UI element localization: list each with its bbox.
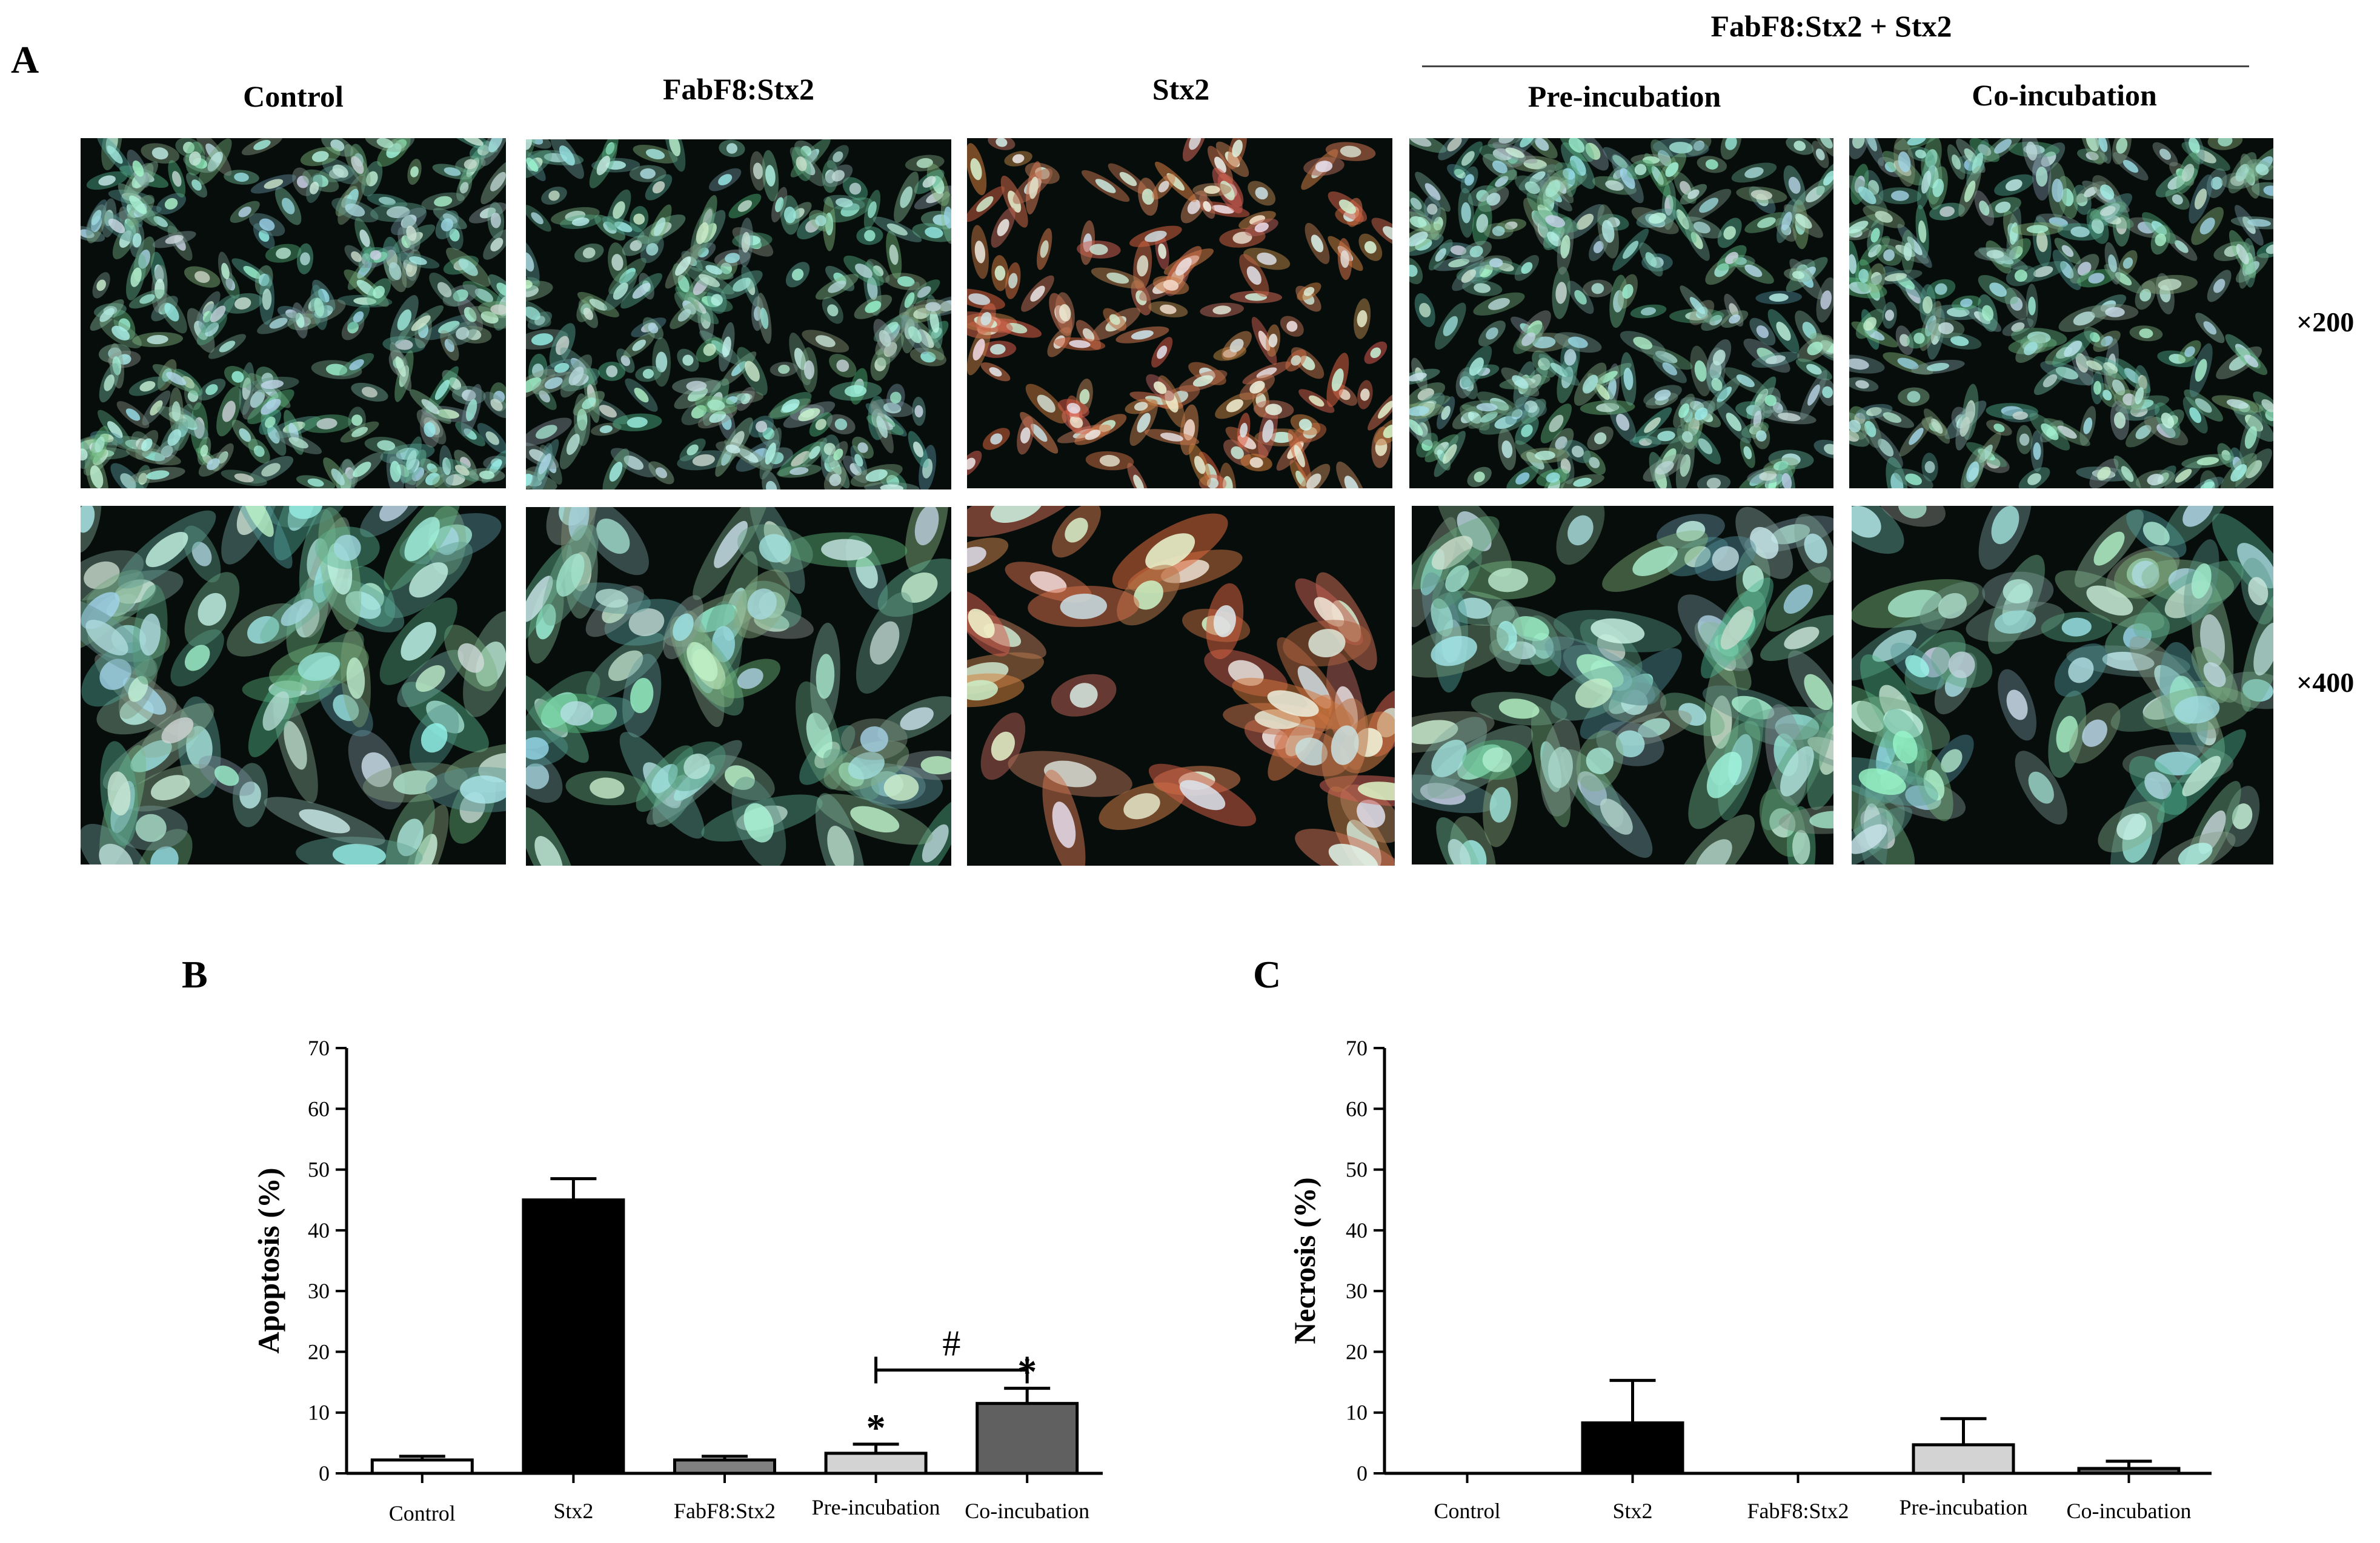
bar: [673, 1458, 776, 1475]
bar: [824, 1452, 928, 1475]
panel-b-letter: B: [182, 953, 208, 996]
category-label: Co-incubation: [965, 1499, 1089, 1523]
category-label: FabF8:Stx2: [1747, 1499, 1849, 1523]
micrograph-stx2-400x: [967, 506, 1395, 866]
column-title-control: Control: [243, 79, 344, 113]
y-axis-label: Necrosis (%): [1288, 1177, 1321, 1344]
y-tick-label: 70: [308, 1036, 330, 1060]
column-title-pre-incubation: Pre-incubation: [1527, 79, 1721, 113]
y-tick-label: 10: [308, 1401, 330, 1425]
y-tick-label: 60: [308, 1097, 330, 1121]
y-tick-label: 10: [1346, 1401, 1368, 1425]
column-title-fabf8: FabF8:Stx2: [663, 72, 814, 106]
category-label: FabF8:Stx2: [674, 1499, 776, 1523]
significance-star: *: [866, 1406, 886, 1449]
y-tick-label: 0: [1357, 1461, 1368, 1485]
necrosis-chart-svg: 0 10 20 30 40 50 60 70 Necrosis (%) Control Stx2 Fa…: [1288, 1036, 2212, 1523]
bar: [370, 1458, 474, 1475]
bar: [522, 1198, 625, 1475]
category-label: Co-incubation: [2067, 1499, 2192, 1523]
micrograph-co-incubation-400x: [1852, 506, 2273, 864]
bar: [2077, 1467, 2181, 1475]
panel-c-letter: C: [1253, 953, 1281, 996]
y-tick-label: 0: [319, 1461, 330, 1485]
bar: [1912, 1443, 2015, 1475]
category-label: Stx2: [1612, 1499, 1652, 1523]
panel-a-letter: A: [11, 38, 39, 81]
apoptosis-chart-svg: 0 10 20 30 40 50 60 70 Apoptosis (%) Control Stx2 F…: [251, 1036, 1103, 1525]
y-tick-label: 30: [308, 1279, 330, 1303]
micrograph-control-400x: [81, 506, 506, 864]
bar: [976, 1402, 1079, 1475]
y-tick-label: 50: [308, 1158, 330, 1182]
y-tick-label: 20: [308, 1339, 330, 1364]
category-label: Pre-incubation: [812, 1495, 940, 1519]
bar: [1581, 1421, 1684, 1475]
micrograph-fabf8-400x: [526, 507, 951, 866]
column-title-stx2: Stx2: [1152, 72, 1210, 106]
magnification-label-400: ×400: [2296, 667, 2355, 698]
y-tick-label: 60: [1346, 1097, 1368, 1121]
y-axis-label: Apoptosis (%): [251, 1168, 285, 1354]
y-tick-label: 20: [1346, 1339, 1368, 1364]
micrograph-fabf8-200x: [526, 139, 951, 489]
micrograph-co-incubation-200x: [1849, 138, 2273, 488]
y-tick-label: 40: [308, 1218, 330, 1243]
y-tick-label: 50: [1346, 1158, 1368, 1182]
y-tick-label: 30: [1346, 1279, 1368, 1303]
category-label: Control: [389, 1501, 456, 1525]
apoptosis-chart: 0 10 20 30 40 50 60 70 Apoptosis (%) Control Stx2 F…: [0, 0, 1151, 1540]
micrograph-stx2-200x: [967, 138, 1392, 488]
micrograph-pre-incubation-200x: [1409, 138, 1833, 488]
category-label: Stx2: [553, 1499, 593, 1523]
category-label: Pre-incubation: [1900, 1495, 2028, 1519]
group-header: FabF8:Stx2 + Stx2: [1710, 9, 1952, 43]
y-tick-label: 40: [1346, 1218, 1368, 1243]
category-label: Control: [1434, 1499, 1500, 1523]
micrograph-control-200x: [81, 138, 506, 488]
column-title-co-incubation: Co-incubation: [1972, 78, 2157, 112]
significance-hash: #: [942, 1324, 960, 1364]
group-header-rule: [1422, 65, 2249, 67]
magnification-label-200: ×200: [2296, 307, 2355, 337]
micrograph-pre-incubation-400x: [1412, 506, 1833, 864]
y-tick-label: 70: [1346, 1036, 1368, 1060]
necrosis-chart: 0 10 20 30 40 50 60 70 Necrosis (%) Control Stx2 Fa…: [1188, 0, 2380, 1540]
